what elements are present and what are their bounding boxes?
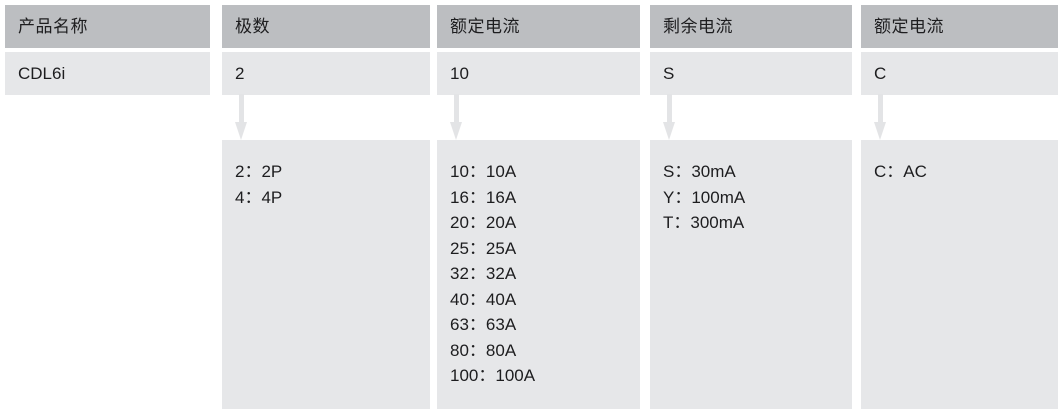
down-arrow-icon-residual-current xyxy=(663,94,676,140)
option-item: Y：100mA xyxy=(663,187,746,207)
option-item: 20：20A xyxy=(450,213,517,232)
option-item: 4：4P xyxy=(235,187,283,207)
column-header-poles: 极数 xyxy=(222,5,430,48)
column-value-rated-current: 10 xyxy=(437,52,640,95)
down-arrow-icon-rated-current-type xyxy=(874,94,887,140)
arrow-head xyxy=(450,122,462,140)
column-header-label: 产品名称 xyxy=(18,17,88,36)
down-arrow-icon-rated-current xyxy=(450,94,463,140)
option-item: 32：32A xyxy=(450,264,517,283)
column-value-residual-current: S xyxy=(650,52,852,95)
option-item: 25：25A xyxy=(450,238,517,258)
column-header-label: 额定电流 xyxy=(450,17,520,36)
column-options-poles: 2：2P 4：4P xyxy=(222,140,430,409)
column-options-residual-current: S：30mA Y：100mA T：300mA xyxy=(650,140,852,409)
column-value-rated-current-type: C xyxy=(861,52,1058,95)
arrow-head xyxy=(235,122,247,140)
column-value-label: 2 xyxy=(235,64,245,83)
arrow-shaft xyxy=(454,94,459,124)
column-value-label: 10 xyxy=(450,64,469,83)
column-header-label: 极数 xyxy=(235,17,270,36)
column-options-rated-current-type: C：AC xyxy=(861,140,1058,409)
column-value-label: C xyxy=(874,64,887,83)
column-header-label: 额定电流 xyxy=(874,17,944,36)
column-options-rated-current: 10：10A 16：16A 20：20A 25：25A 32：32A 40：40… xyxy=(437,140,640,409)
column-value-label: S xyxy=(663,64,675,83)
arrow-shaft xyxy=(667,94,672,124)
column-header-label: 剩余电流 xyxy=(663,17,733,36)
column-value-label: CDL6i xyxy=(18,64,66,83)
option-item: S：30mA xyxy=(663,162,736,181)
option-item: 63：63A xyxy=(450,315,517,334)
column-value-product-name: CDL6i xyxy=(5,52,210,95)
column-header-rated-current-type: 额定电流 xyxy=(861,5,1058,48)
arrow-shaft xyxy=(878,94,883,124)
column-header-product-name: 产品名称 xyxy=(5,5,210,48)
column-value-poles: 2 xyxy=(222,52,430,95)
arrow-head xyxy=(874,122,886,140)
arrow-shaft xyxy=(239,94,244,124)
column-header-rated-current: 额定电流 xyxy=(437,5,640,48)
option-item: 100：100A xyxy=(450,366,536,385)
arrow-head xyxy=(663,122,675,140)
option-item: C：AC xyxy=(874,162,927,181)
down-arrow-icon-poles xyxy=(235,94,248,140)
option-item: 40：40A xyxy=(450,289,517,309)
column-header-residual-current: 剩余电流 xyxy=(650,5,852,48)
option-item: 80：80A xyxy=(450,340,517,360)
option-item: 10：10A xyxy=(450,162,517,181)
option-item: T：300mA xyxy=(663,213,745,232)
option-item: 16：16A xyxy=(450,187,517,207)
option-item: 2：2P xyxy=(235,162,283,181)
